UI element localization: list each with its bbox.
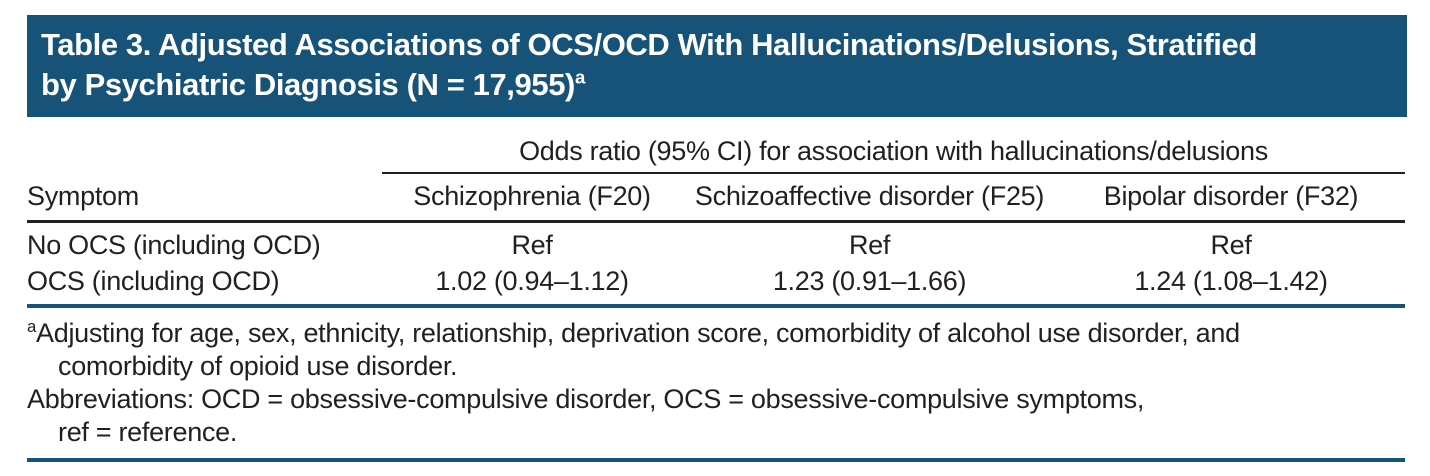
span-header-spacer-cell — [27, 130, 382, 173]
footnote-a-line1: aAdjusting for age, sex, ethnicity, rela… — [27, 317, 1405, 350]
footnote-a-marker: a — [27, 317, 37, 336]
span-header-row: Odds ratio (95% CI) for association with… — [27, 130, 1406, 174]
footnote-a-line2: comorbidity of opioid use disorder. — [58, 351, 458, 381]
cell-no-ocs-bipolar: Ref — [1210, 230, 1252, 260]
cell-ocs-bipolar: 1.24 (1.08–1.42) — [1057, 263, 1406, 308]
table-title-bar: Table 3. Adjusted Associations of OCS/OC… — [27, 15, 1407, 117]
cell-no-ocs-schizoaffective: Ref — [848, 230, 891, 260]
table-row-no-ocs: No OCS (including OCD) Ref Ref Ref — [27, 222, 1405, 264]
table-title-line2: by Psychiatric Diagnosis (N = 17,955) — [41, 67, 575, 102]
row-label-no-ocs: No OCS (including OCD) — [27, 230, 321, 260]
table-footnotes: aAdjusting for age, sex, ethnicity, rela… — [27, 317, 1405, 449]
bottom-rule — [27, 458, 1405, 462]
cell-no-ocs-schizophrenia: Ref — [511, 230, 553, 260]
row-label-ocs: OCS (including OCD) — [27, 263, 382, 308]
cell-ocs-schizophrenia: 1.02 (0.94–1.12) — [382, 263, 682, 308]
associations-table: Odds ratio (95% CI) for association with… — [27, 130, 1406, 308]
abbreviations-line1: Abbreviations: OCD = obsessive-compulsiv… — [27, 384, 1145, 414]
cell-ocs-schizoaffective: 1.23 (0.91–1.66) — [682, 263, 1057, 308]
table-title-footnote-marker: a — [574, 66, 585, 88]
table-title-line1: Table 3. Adjusted Associations of OCS/OC… — [41, 27, 1257, 62]
span-header-odds-ratio: Odds ratio (95% CI) for association with… — [382, 130, 1406, 174]
column-header-schizoaffective: Schizoaffective disorder (F25) — [682, 173, 1057, 223]
table-row-ocs: OCS (including OCD) 1.02 (0.94–1.12) 1.2… — [27, 263, 1406, 308]
footnote-a-text: Adjusting for age, sex, ethnicity, relat… — [36, 318, 1240, 348]
column-header-schizophrenia: Schizophrenia (F20) — [382, 173, 682, 223]
column-header-bipolar: Bipolar disorder (F32) — [1057, 173, 1406, 223]
abbreviations-line2: ref = reference. — [58, 417, 238, 447]
column-header-row: Symptom Schizophrenia (F20) Schizoaffect… — [27, 173, 1406, 223]
column-header-symptom: Symptom — [27, 173, 382, 223]
